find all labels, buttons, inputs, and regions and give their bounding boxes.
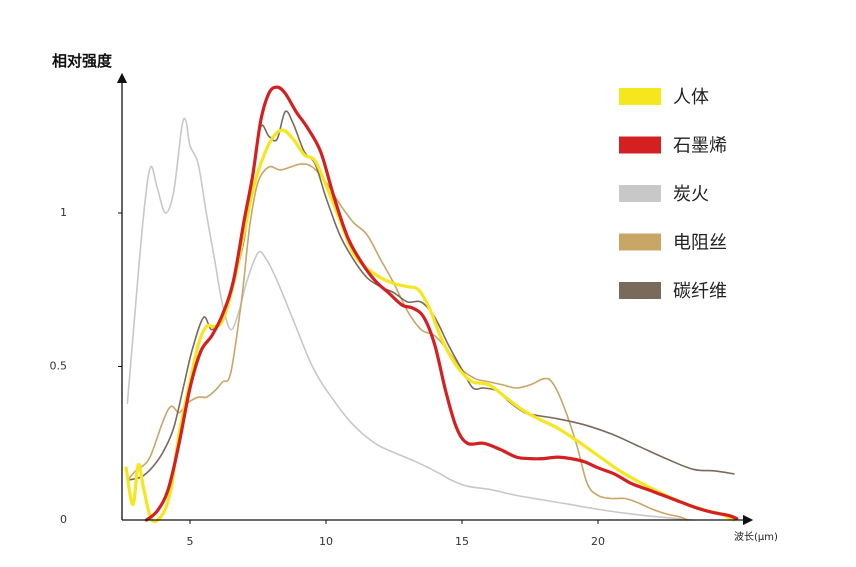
series-layer (124, 85, 739, 524)
y-ticks: 00.51 (50, 206, 122, 526)
legend-label-carbon-fiber: 碳纤维 (673, 281, 727, 302)
legend-swatch-resistance-wire (619, 233, 661, 251)
x-tick-label: 5 (187, 535, 194, 548)
x-ticks: 5 10 15 20 (187, 520, 605, 548)
legend-label-graphene: 石墨烯 (673, 136, 727, 157)
legend-label-resistance-wire: 电阻丝 (673, 233, 727, 254)
legend-swatch-carbon-fiber (619, 282, 661, 299)
series-line-graphene (144, 85, 739, 522)
y-tick-label: 1 (60, 206, 67, 219)
y-tick-label: 0.5 (50, 360, 68, 373)
x-axis-label: 波长(μm) (734, 530, 778, 543)
legend-label-charcoal-fire: 炭火 (673, 184, 709, 205)
legend-swatch-human-body (619, 88, 661, 105)
y-tick-label: 0 (60, 513, 67, 526)
x-tick-label: 15 (455, 535, 469, 548)
series-line-resistance-wire (126, 163, 689, 521)
y-axis-label: 相对强度 (52, 52, 113, 70)
x-tick-label: 10 (319, 535, 333, 548)
series-line-charcoal-fire (126, 117, 694, 521)
axes (116, 72, 754, 526)
series-line-carbon-fiber (126, 110, 735, 481)
legend-swatch-charcoal-fire (619, 185, 661, 202)
legend-label-human-body: 人体 (673, 87, 709, 108)
legend-swatch-graphene (619, 136, 661, 154)
x-tick-label: 20 (591, 535, 605, 548)
